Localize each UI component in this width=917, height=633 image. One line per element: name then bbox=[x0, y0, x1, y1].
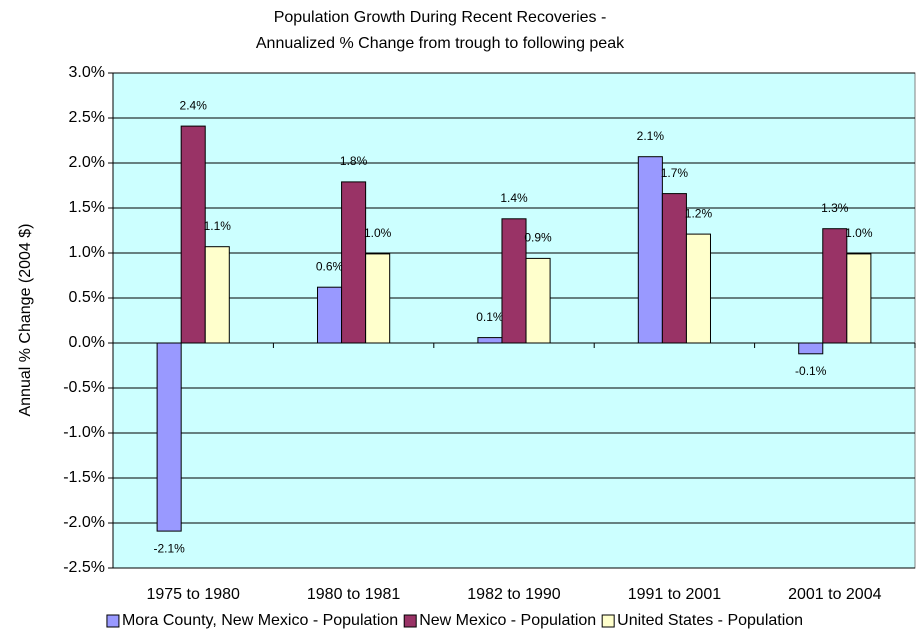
y-tick-label: -2.0% bbox=[63, 514, 105, 531]
value-label: -2.1% bbox=[153, 541, 185, 555]
y-tick-label: 1.0% bbox=[69, 244, 105, 261]
bar bbox=[798, 342, 824, 355]
value-label: -0.1% bbox=[795, 364, 827, 378]
value-label: 1.0% bbox=[845, 226, 873, 240]
bar bbox=[661, 193, 687, 344]
y-tick-label: -1.0% bbox=[63, 424, 105, 441]
bar bbox=[317, 286, 343, 344]
y-tick-label: -2.5% bbox=[63, 559, 105, 576]
x-tick-label: 1975 to 1980 bbox=[146, 586, 240, 603]
x-tick-label: 2001 to 2004 bbox=[788, 586, 882, 603]
bar bbox=[822, 228, 848, 344]
value-label: 1.2% bbox=[685, 206, 713, 220]
chart-title: Population Growth During Recent Recoveri… bbox=[274, 9, 607, 26]
legend-label: United States - Population bbox=[617, 612, 803, 629]
value-label: 1.8% bbox=[340, 154, 368, 168]
bar bbox=[204, 246, 230, 344]
bar bbox=[365, 253, 391, 344]
legend-swatch bbox=[106, 614, 120, 628]
chart-subtitle: Annualized % Change from trough to follo… bbox=[256, 35, 625, 52]
y-tick-label: 3.0% bbox=[69, 64, 105, 81]
bar bbox=[846, 253, 872, 344]
y-axis-label: Annual % Change (2004 $) bbox=[17, 223, 34, 416]
bar bbox=[501, 218, 527, 344]
x-tick-label: 1982 to 1990 bbox=[467, 586, 561, 603]
y-tick-label: -0.5% bbox=[63, 379, 105, 396]
bar bbox=[685, 233, 711, 344]
y-tick-label: -1.5% bbox=[63, 469, 105, 486]
value-label: 1.1% bbox=[204, 219, 232, 233]
y-tick-label: 2.5% bbox=[69, 109, 105, 126]
bar bbox=[156, 342, 182, 532]
legend: Mora County, New Mexico - Population New … bbox=[106, 612, 803, 629]
value-label: 0.6% bbox=[316, 259, 344, 273]
y-tick-label: 0.5% bbox=[69, 289, 105, 306]
y-tick-label: 2.0% bbox=[69, 154, 105, 171]
bar bbox=[525, 257, 551, 344]
legend-swatch bbox=[403, 614, 417, 628]
y-tick-label: 1.5% bbox=[69, 199, 105, 216]
value-label: 0.1% bbox=[476, 310, 504, 324]
value-label: 0.9% bbox=[524, 231, 552, 245]
legend-label: New Mexico - Population bbox=[419, 612, 596, 629]
x-tick-label: 1980 to 1981 bbox=[307, 586, 401, 603]
value-label: 2.1% bbox=[637, 129, 665, 143]
bar bbox=[341, 181, 367, 344]
value-label: 1.0% bbox=[364, 226, 392, 240]
legend-swatch bbox=[601, 614, 615, 628]
value-label: 1.7% bbox=[661, 166, 689, 180]
x-tick-label: 1991 to 2001 bbox=[628, 586, 722, 603]
bar bbox=[637, 156, 663, 344]
legend-label: Mora County, New Mexico - Population bbox=[122, 612, 398, 629]
bar bbox=[180, 125, 206, 344]
bar bbox=[477, 337, 503, 344]
value-label: 2.4% bbox=[180, 98, 208, 112]
y-tick-label: 0.0% bbox=[69, 334, 105, 351]
value-label: 1.4% bbox=[500, 191, 528, 205]
value-label: 1.3% bbox=[821, 201, 849, 215]
